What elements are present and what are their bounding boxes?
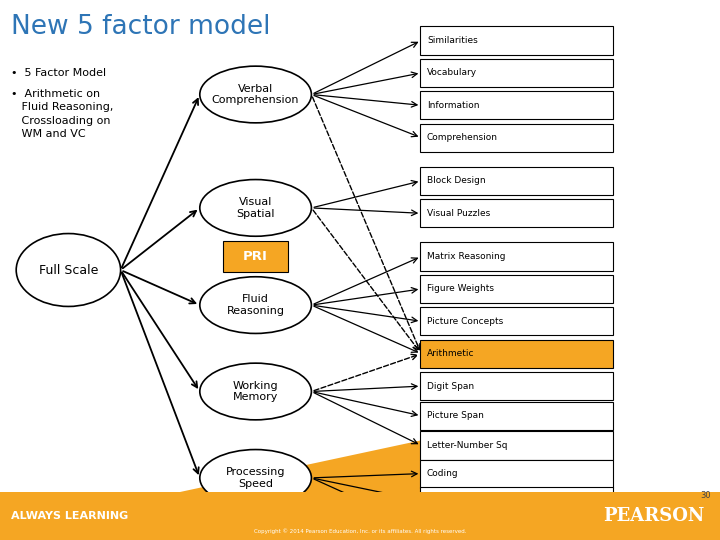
FancyBboxPatch shape <box>420 199 613 227</box>
Text: Information: Information <box>427 101 480 110</box>
Ellipse shape <box>17 233 121 306</box>
Text: Figure Weights: Figure Weights <box>427 285 494 293</box>
Text: Visual
Spatial: Visual Spatial <box>236 197 275 219</box>
Ellipse shape <box>199 449 311 507</box>
Ellipse shape <box>199 363 311 420</box>
Text: Picture Span: Picture Span <box>427 411 484 420</box>
Text: PEARSON: PEARSON <box>603 507 704 525</box>
Ellipse shape <box>199 276 311 333</box>
Text: Working
Memory: Working Memory <box>233 381 279 402</box>
Text: Arithmetic: Arithmetic <box>427 349 474 358</box>
FancyBboxPatch shape <box>420 124 613 152</box>
Polygon shape <box>180 435 446 492</box>
Ellipse shape <box>199 179 311 237</box>
Text: Verbal
Comprehension: Verbal Comprehension <box>212 84 300 105</box>
Text: Digit Span: Digit Span <box>427 382 474 390</box>
FancyBboxPatch shape <box>420 167 613 195</box>
Text: Matrix Reasoning: Matrix Reasoning <box>427 252 505 261</box>
Ellipse shape <box>199 66 311 123</box>
Text: Picture Concepts: Picture Concepts <box>427 317 503 326</box>
Text: Cancellation: Cancellation <box>427 523 483 532</box>
FancyBboxPatch shape <box>420 26 613 55</box>
FancyBboxPatch shape <box>420 307 613 335</box>
FancyBboxPatch shape <box>223 241 288 272</box>
FancyBboxPatch shape <box>420 340 613 368</box>
Text: Vocabulary: Vocabulary <box>427 69 477 77</box>
Text: Full Scale: Full Scale <box>39 264 98 276</box>
FancyBboxPatch shape <box>420 402 613 430</box>
Text: Letter-Number Sq: Letter-Number Sq <box>427 441 508 450</box>
Text: •  Arithmetic on
   Fluid Reasoning,
   Crossloading on
   WM and VC: • Arithmetic on Fluid Reasoning, Crosslo… <box>11 89 113 139</box>
FancyBboxPatch shape <box>420 460 613 488</box>
Text: Fluid
Reasoning: Fluid Reasoning <box>227 294 284 316</box>
Text: ALWAYS LEARNING: ALWAYS LEARNING <box>11 511 128 521</box>
Text: 30: 30 <box>701 491 711 500</box>
FancyBboxPatch shape <box>420 275 613 303</box>
Text: New 5 factor model: New 5 factor model <box>11 14 270 39</box>
Text: •  5 Factor Model: • 5 Factor Model <box>11 68 106 78</box>
Text: Visual Puzzles: Visual Puzzles <box>427 209 490 218</box>
Text: Copyright © 2014 Pearson Education, Inc. or its affiliates. All rights reserved.: Copyright © 2014 Pearson Education, Inc.… <box>253 529 467 534</box>
FancyBboxPatch shape <box>420 487 613 515</box>
FancyBboxPatch shape <box>420 372 613 400</box>
Text: Comprehension: Comprehension <box>427 133 498 142</box>
FancyBboxPatch shape <box>420 91 613 119</box>
Text: PRI: PRI <box>243 250 268 263</box>
Text: Processing
Speed: Processing Speed <box>226 467 285 489</box>
Text: Similarities: Similarities <box>427 36 477 45</box>
Text: Symbol Search: Symbol Search <box>427 496 495 505</box>
FancyBboxPatch shape <box>420 431 613 460</box>
FancyBboxPatch shape <box>0 492 720 540</box>
Text: Coding: Coding <box>427 469 459 478</box>
Text: Block Design: Block Design <box>427 177 485 185</box>
FancyBboxPatch shape <box>420 242 613 271</box>
FancyBboxPatch shape <box>420 59 613 87</box>
FancyBboxPatch shape <box>420 514 613 540</box>
